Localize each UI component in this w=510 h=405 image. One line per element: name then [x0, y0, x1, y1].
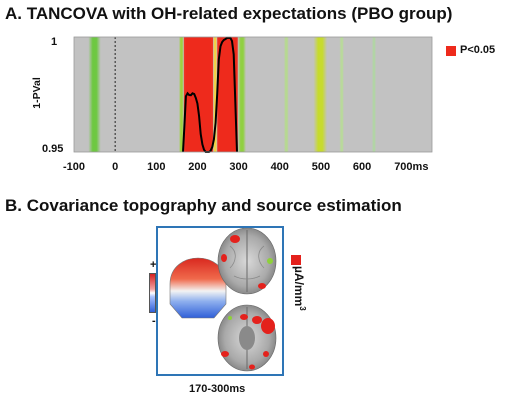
color-band [283, 37, 289, 152]
x-tick-label: 200 [188, 161, 206, 173]
x-tick-label: 700ms [394, 161, 428, 173]
section-b-title: B. Covariance topography and source esti… [5, 196, 402, 215]
color-bands [88, 37, 377, 152]
x-tick-label: 600 [353, 161, 371, 173]
color-band [339, 37, 344, 152]
topography-and-source-panel [169, 228, 277, 372]
section-a-title: A. TANCOVA with OH-related expectations … [5, 4, 453, 23]
x-tick-label: 500 [312, 161, 330, 173]
unit-label: µA/mm3 [292, 266, 307, 311]
color-band [88, 37, 101, 152]
tancova-chart: -100 0 100 200 300 400 500 600 700ms [63, 36, 456, 173]
x-tick-label: 300 [229, 161, 247, 173]
color-band [213, 37, 218, 152]
pval-curve [182, 36, 238, 153]
legend-swatch [446, 46, 456, 56]
colorbar-minus-label: - [152, 315, 156, 327]
color-band [217, 37, 238, 152]
unit-swatch [291, 255, 301, 265]
color-band [237, 37, 247, 152]
scalp-topography [169, 257, 227, 319]
y-tick-bottom: 0.95 [42, 143, 64, 155]
x-tick-label: 400 [271, 161, 289, 173]
plot-frame [73, 36, 433, 153]
x-tick-label: 0 [112, 161, 118, 173]
plot-background [74, 37, 432, 152]
brain-slice-axial-top [217, 228, 277, 295]
legend-label: P<0.05 [460, 44, 496, 56]
unit-superscript: 3 [298, 306, 307, 311]
x-tick-label: -100 [63, 161, 85, 173]
color-band [178, 37, 184, 152]
brain-slice-axial-bottom [217, 304, 277, 372]
color-band [371, 37, 377, 152]
time-window-label: 170-300ms [189, 383, 246, 395]
y-tick-top: 1 [51, 36, 58, 48]
color-band [313, 37, 328, 152]
colorbar-plus-label: + [150, 259, 157, 271]
x-ticks: -100 0 100 200 300 400 500 600 700ms [63, 161, 428, 173]
x-tick-label: 100 [147, 161, 165, 173]
colorbar [149, 273, 156, 313]
unit-base: µA/mm [292, 266, 306, 307]
